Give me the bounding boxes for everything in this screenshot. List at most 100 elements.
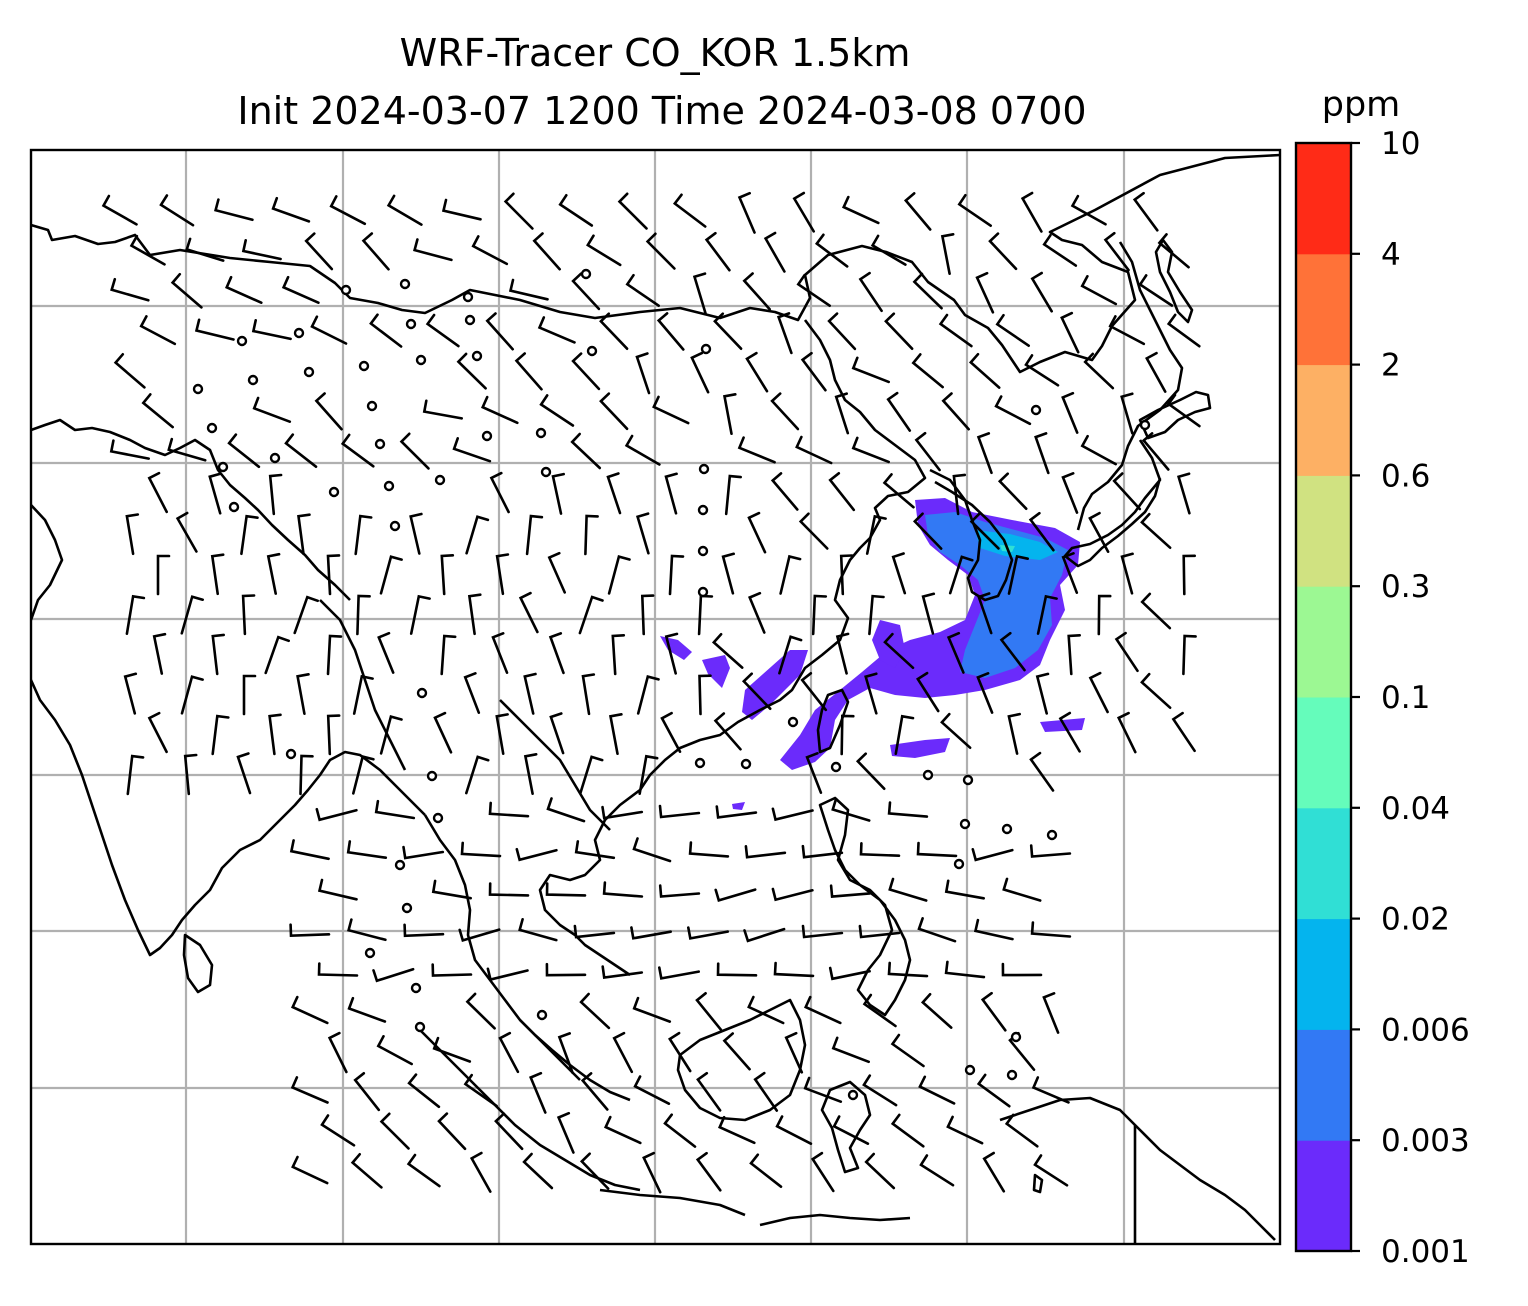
wind-barb (672, 193, 707, 228)
wind-barb (495, 713, 509, 755)
wind-barb (940, 233, 955, 275)
wind-barb (271, 196, 311, 223)
wind-barb (125, 513, 140, 556)
wind-barb (376, 1035, 413, 1066)
wind-barb (488, 801, 530, 818)
colorbar-bin-9 (1296, 143, 1351, 255)
wind-barb (422, 399, 463, 420)
wind-barb (920, 992, 953, 1029)
wind-barb (851, 356, 890, 384)
wind-barb (835, 632, 850, 675)
wind-barb (1060, 311, 1080, 354)
wind-barb (214, 198, 254, 222)
wind-barb (352, 674, 374, 715)
calm-wind-marker (340, 284, 352, 296)
wind-barb (227, 433, 261, 469)
colorbar-tick-label: 0.001 (1381, 1234, 1470, 1270)
wind-barb (431, 963, 473, 977)
wind-barb (437, 1112, 467, 1151)
wind-barb (737, 191, 756, 234)
wind-barb (834, 392, 850, 435)
wind-barb (545, 882, 587, 897)
wind-barb (456, 352, 487, 390)
wind-barb (918, 1075, 956, 1105)
wind-barb (1001, 962, 1043, 977)
wind-barb (1070, 194, 1107, 226)
wind-barb (795, 435, 833, 465)
wind-barb (467, 593, 482, 636)
wind-barb (1042, 992, 1060, 1034)
wind-barb (1034, 432, 1050, 475)
wind-barb (413, 238, 453, 262)
calm-wind-marker (830, 761, 842, 773)
wind-barb (1004, 1113, 1039, 1148)
wind-barb (1103, 231, 1130, 272)
calm-wind-marker (401, 902, 413, 914)
wind-barb (1002, 877, 1042, 902)
calm-wind-marker (414, 1021, 426, 1033)
wind-barb (579, 755, 604, 795)
calm-wind-marker (697, 504, 709, 516)
wind-barb (571, 352, 601, 391)
wind-barb (251, 319, 292, 341)
wind-barb (240, 514, 259, 556)
colorbar-bin-1 (1296, 1029, 1351, 1141)
wind-barb (687, 926, 729, 940)
wind-barb (441, 198, 482, 221)
wind-barb (297, 513, 311, 556)
wind-barb (831, 797, 871, 822)
calm-wind-marker (236, 335, 248, 347)
wind-barb (858, 924, 901, 939)
calm-wind-marker (285, 748, 297, 760)
wind-barb (1036, 594, 1058, 635)
wind-barb (356, 594, 371, 636)
wind-barb (640, 594, 655, 636)
coastline-north-asia (31, 153, 1280, 374)
wind-barb (976, 1073, 1011, 1108)
wind-barb (340, 433, 375, 468)
wind-barb (281, 275, 320, 304)
wind-barb (399, 432, 430, 470)
wind-barb (975, 271, 995, 314)
wind-barb (776, 312, 793, 355)
wind-barb (608, 713, 623, 755)
wind-barb (211, 633, 225, 676)
wind-barb (828, 966, 871, 981)
wind-barb (1030, 921, 1072, 938)
calm-wind-marker (399, 278, 411, 290)
wind-barb (668, 1031, 692, 1073)
calm-wind-marker (580, 268, 592, 280)
calm-wind-marker (434, 474, 446, 486)
wind-barb (123, 672, 138, 715)
wind-barb (663, 1113, 697, 1148)
colorbar-tick-label: 0.003 (1381, 1123, 1470, 1159)
colorbar-bin-4 (1296, 697, 1351, 809)
wind-barb (664, 472, 678, 515)
wind-barb (584, 514, 599, 556)
wind-barb (773, 961, 815, 978)
wind-barb (1157, 233, 1190, 269)
wind-barb (465, 992, 496, 1030)
wind-barb (796, 273, 831, 307)
calm-wind-marker (536, 1009, 548, 1021)
coastline-honshu (1063, 439, 1162, 568)
wind-barb (326, 634, 343, 676)
wind-barb (1028, 511, 1055, 552)
wind-barb (289, 923, 331, 938)
wind-barb (379, 715, 403, 755)
calm-wind-marker (697, 545, 709, 557)
colorbar-tick-label: 0.6 (1381, 458, 1430, 494)
wind-barb (346, 840, 388, 859)
wind-barb (314, 392, 343, 431)
wind-barb (638, 754, 659, 795)
wind-barb (741, 672, 772, 710)
wind-barb (890, 1113, 925, 1148)
wind-barb (156, 554, 171, 596)
wind-barb (724, 474, 742, 516)
wind-barb (771, 887, 814, 902)
wind-barb (770, 392, 800, 431)
wind-barb (1166, 393, 1201, 428)
colorbar-bin-8 (1296, 253, 1351, 366)
wind-barb (1182, 554, 1196, 596)
calm-wind-marker (374, 438, 386, 450)
